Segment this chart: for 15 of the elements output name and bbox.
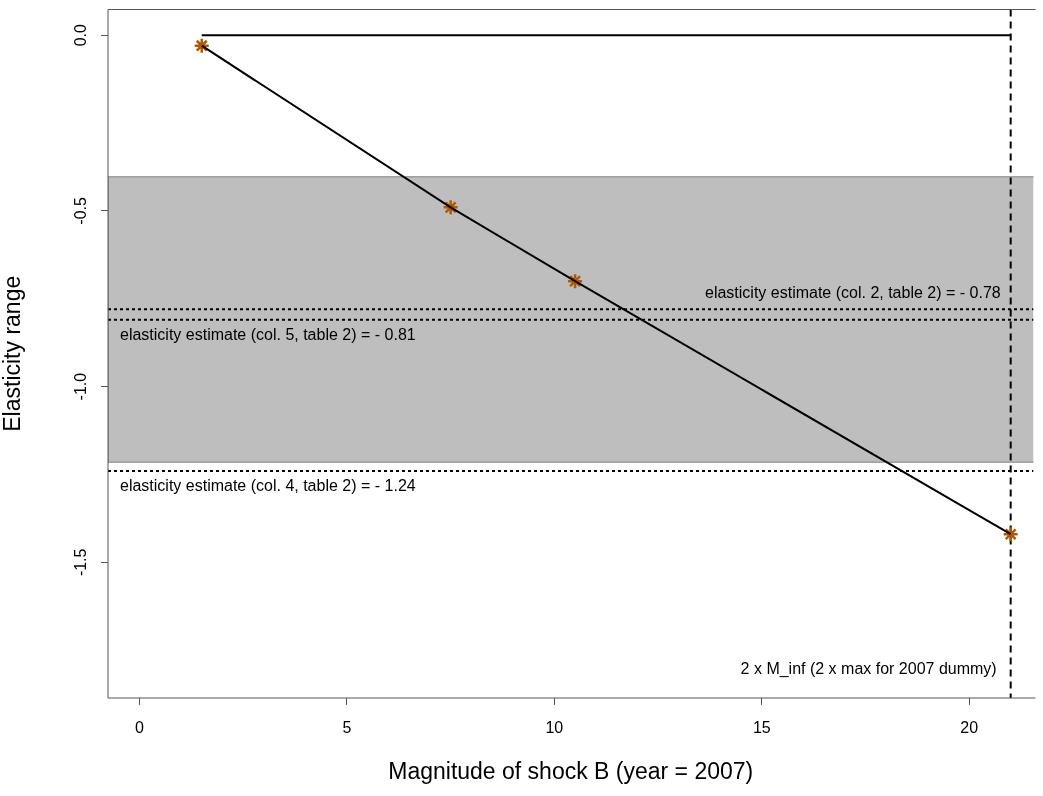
x-tick-label: 15 xyxy=(752,719,771,737)
x-tick-label: 10 xyxy=(545,719,564,737)
x-tick-label: 20 xyxy=(960,719,979,737)
ref-line-label: elasticity estimate (col. 4, table 2) = - 1.24 xyxy=(120,477,416,495)
y-tick-label: 0.0 xyxy=(72,23,90,47)
y-tick-label: -1.0 xyxy=(72,372,90,401)
ref-line-label: 2 x M_inf (2 x max for 2007 dummy) xyxy=(740,660,997,679)
x-axis-title: Magnitude of shock B (year = 2007) xyxy=(388,757,754,784)
y-tick-label: -0.5 xyxy=(72,197,90,225)
x-tick-label: 5 xyxy=(342,719,352,737)
y-axis-title: Elasticity range xyxy=(0,275,26,432)
ref-line-label: elasticity estimate (col. 2, table 2) = - 0.78 xyxy=(705,283,1001,301)
x-tick-label: 0 xyxy=(135,719,145,737)
y-tick-label: -1.5 xyxy=(72,548,90,577)
ref-line-label: elasticity estimate (col. 5, table 2) = - 0.81 xyxy=(120,326,416,344)
